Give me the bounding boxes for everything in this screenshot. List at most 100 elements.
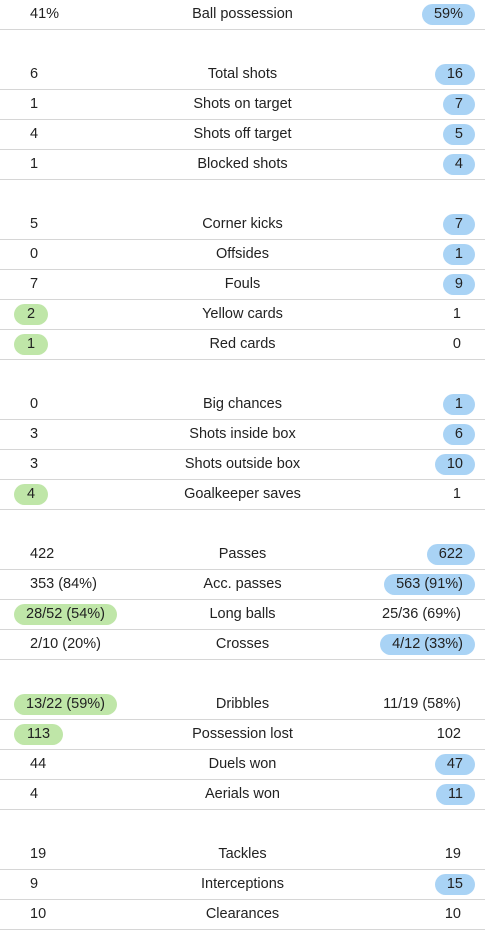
stat-row: Big chances 0 1 <box>0 390 485 420</box>
stat-label: Duels won <box>208 756 277 772</box>
stat-group: Dribbles 13/22 (59%) 11/19 (58%) Possession… <box>0 690 485 810</box>
home-value: 2/10 (20%) <box>30 636 101 652</box>
stat-label: Shots off target <box>193 126 292 142</box>
stat-label: Total shots <box>207 66 278 82</box>
stat-row: Shots off target 4 5 <box>0 120 485 150</box>
home-value: 422 <box>30 546 55 562</box>
home-value: 4 <box>14 484 49 505</box>
stat-row: Offsides 0 1 <box>0 240 485 270</box>
away-value: 47 <box>434 754 475 775</box>
stat-row: Duels won 44 47 <box>0 750 485 780</box>
stat-row: Aerials won 4 11 <box>0 780 485 810</box>
stat-group: Big chances 0 1 Shots inside box 3 6 Shots out… <box>0 390 485 510</box>
home-value: 1 <box>14 334 49 355</box>
stat-row: Ball possession 41% 59% <box>0 0 485 30</box>
home-value: 10 <box>30 906 47 922</box>
stat-group: Total shots 6 16 Shots on target 1 7 Shots off… <box>0 60 485 180</box>
stat-group: Ball possession 41% 59% <box>0 0 485 30</box>
stat-label: Long balls <box>209 606 276 622</box>
stat-row: Passes 422 622 <box>0 540 485 570</box>
stat-row: Crosses 2/10 (20%) 4/12 (33%) <box>0 630 485 660</box>
home-value: 1 <box>30 96 39 112</box>
stat-group: Tackles 19 19 Interceptions 9 15 Clearances 10 1… <box>0 840 485 930</box>
away-value: 59% <box>421 4 475 25</box>
away-value: 25/36 (69%) <box>382 606 461 622</box>
stat-row: Interceptions 9 15 <box>0 870 485 900</box>
home-value: 6 <box>30 66 39 82</box>
home-value: 7 <box>30 276 39 292</box>
away-value: 5 <box>442 124 475 145</box>
stat-row: Shots inside box 3 6 <box>0 420 485 450</box>
home-value: 4 <box>30 786 39 802</box>
home-value: 353 (84%) <box>30 576 97 592</box>
home-value: 19 <box>30 846 47 862</box>
stat-group: Passes 422 622 Acc. passes 353 (84%) 563 (91%… <box>0 540 485 660</box>
stat-label: Corner kicks <box>202 216 283 232</box>
stat-label: Interceptions <box>200 876 285 892</box>
home-value: 9 <box>30 876 39 892</box>
home-value: 1 <box>30 156 39 172</box>
away-value: 15 <box>434 874 475 895</box>
stat-label: Shots outside box <box>184 456 301 472</box>
home-value: 28/52 (54%) <box>14 604 117 625</box>
home-value: 41% <box>30 6 60 22</box>
away-value: 10 <box>444 906 461 922</box>
away-value: 622 <box>426 544 475 565</box>
home-value: 0 <box>30 396 39 412</box>
stat-label: Clearances <box>205 906 280 922</box>
stat-label: Passes <box>218 546 267 562</box>
away-value: 1 <box>442 244 475 265</box>
home-value: 113 <box>14 724 64 745</box>
stat-row: Acc. passes 353 (84%) 563 (91%) <box>0 570 485 600</box>
stat-row: Dribbles 13/22 (59%) 11/19 (58%) <box>0 690 485 720</box>
home-value: 3 <box>30 456 39 472</box>
stat-row: Corner kicks 5 7 <box>0 210 485 240</box>
stat-label: Dribbles <box>215 696 270 712</box>
home-value: 0 <box>30 246 39 262</box>
away-value: 11/19 (58%) <box>383 696 461 712</box>
stat-row: Blocked shots 1 4 <box>0 150 485 180</box>
stat-label: Blocked shots <box>197 156 288 172</box>
home-value: 2 <box>14 304 49 325</box>
stat-label: Offsides <box>216 246 269 262</box>
stat-label: Ball possession <box>192 6 293 22</box>
stat-label: Shots inside box <box>189 426 296 442</box>
stat-label: Shots on target <box>193 96 292 112</box>
away-value: 1 <box>442 394 475 415</box>
away-value: 1 <box>452 306 461 322</box>
stat-row: Total shots 6 16 <box>0 60 485 90</box>
stat-label: Crosses <box>215 636 270 652</box>
stat-row: Shots on target 1 7 <box>0 90 485 120</box>
away-value: 4 <box>442 154 475 175</box>
away-value: 7 <box>442 214 475 235</box>
stat-label: Yellow cards <box>202 306 283 322</box>
away-value: 10 <box>434 454 475 475</box>
away-value: 1 <box>452 486 461 502</box>
away-value: 563 (91%) <box>384 574 475 595</box>
stat-label: Red cards <box>209 336 276 352</box>
home-value: 44 <box>30 756 47 772</box>
stat-row: Clearances 10 10 <box>0 900 485 930</box>
away-value: 102 <box>436 726 461 742</box>
home-value: 5 <box>30 216 39 232</box>
away-value: 4/12 (33%) <box>380 634 475 655</box>
stat-label: Fouls <box>224 276 261 292</box>
away-value: 16 <box>434 64 475 85</box>
stat-row: Tackles 19 19 <box>0 840 485 870</box>
away-value: 6 <box>442 424 475 445</box>
away-value: 9 <box>442 274 475 295</box>
away-value: 19 <box>444 846 461 862</box>
stat-row: Shots outside box 3 10 <box>0 450 485 480</box>
stat-row: Goalkeeper saves 4 1 <box>0 480 485 510</box>
stat-label: Big chances <box>203 396 282 412</box>
away-value: 0 <box>452 336 461 352</box>
stat-row: Red cards 1 0 <box>0 330 485 360</box>
stat-label: Tackles <box>218 846 267 862</box>
stat-row: Possession lost 113 102 <box>0 720 485 750</box>
stat-label: Possession lost <box>192 726 293 742</box>
stat-group: Corner kicks 5 7 Offsides 0 1 Fouls 7 9 Yellow ca… <box>0 210 485 360</box>
home-value: 4 <box>30 126 39 142</box>
stat-row: Long balls 28/52 (54%) 25/36 (69%) <box>0 600 485 630</box>
away-value: 7 <box>442 94 475 115</box>
home-value: 13/22 (59%) <box>14 694 117 715</box>
